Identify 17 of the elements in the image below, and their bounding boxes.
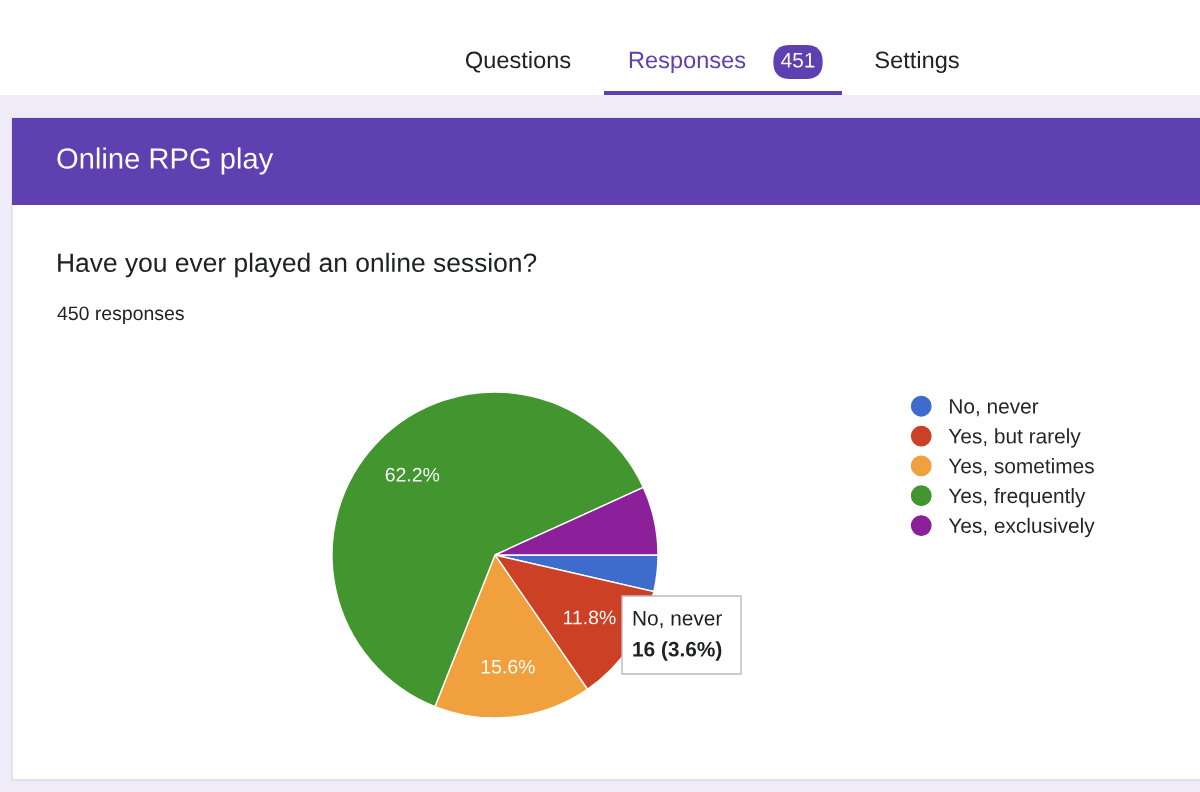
text: Settings	[875, 51, 959, 73]
text: Responses	[629, 51, 746, 73]
text: 451	[781, 53, 815, 68]
legend-label: Yes, exclusively	[948, 517, 1095, 538]
legend-label: No, never	[950, 399, 1039, 417]
chart-subtitle: Have you ever played an online session?	[58, 252, 537, 278]
text: No, never	[633, 611, 722, 629]
legend-label: Yes, sometimes	[948, 458, 1094, 476]
chart-title: Online RPG play	[57, 147, 274, 175]
data-label: 11.8%	[564, 610, 616, 625]
data-label: 62.2%	[385, 467, 440, 482]
text: 16 (3.6%)	[633, 641, 722, 661]
text: Questions	[465, 51, 571, 73]
text: 450 responses	[57, 306, 184, 325]
legend-label: Yes, but rarely	[948, 428, 1081, 448]
data-label: 15.6%	[481, 659, 535, 674]
legend-label: Yes, frequently	[948, 487, 1086, 508]
